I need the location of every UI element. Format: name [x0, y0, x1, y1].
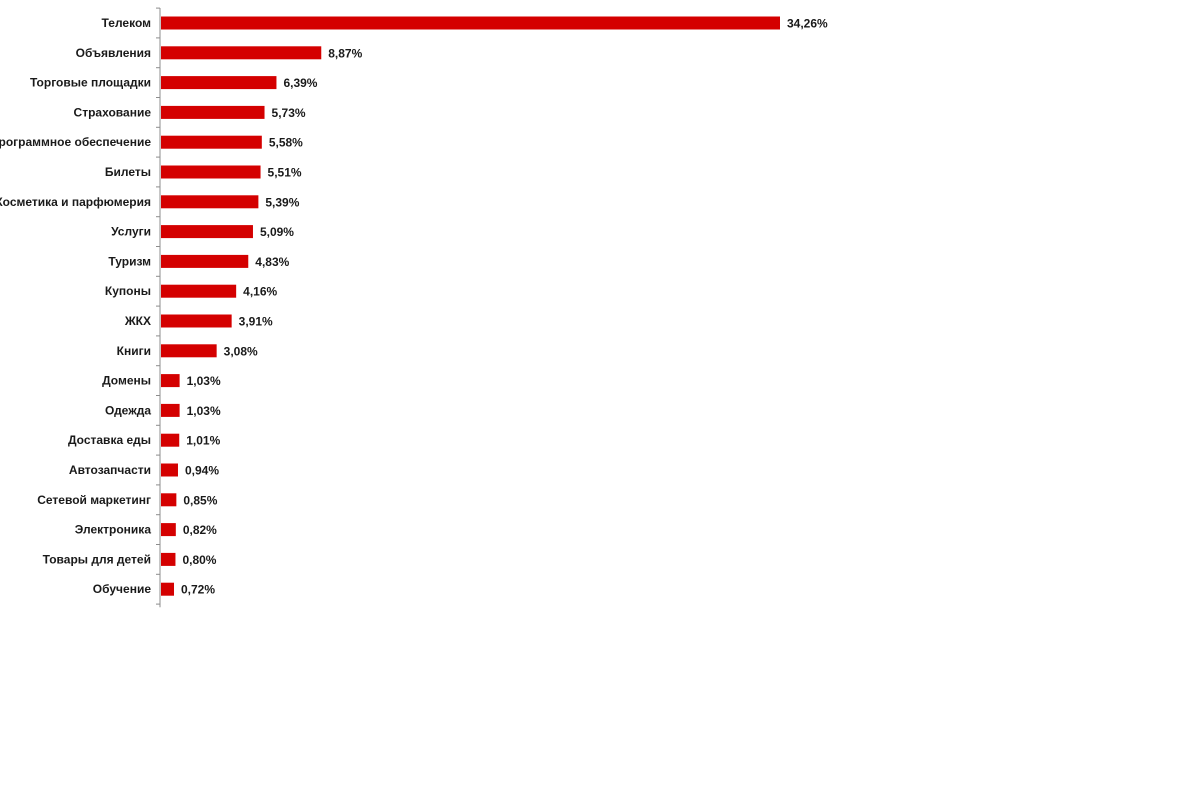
bar [161, 582, 175, 596]
bar [161, 165, 261, 179]
bar [161, 76, 277, 90]
bar [161, 135, 262, 149]
bar [161, 46, 322, 60]
value-label: 8,87% [328, 46, 362, 60]
category-label: ЖКХ [124, 314, 151, 328]
value-label: 5,73% [272, 106, 306, 120]
category-label: Товары для детей [43, 552, 151, 566]
bar [161, 403, 180, 417]
category-label: Сетевой маркетинг [37, 493, 151, 507]
category-label: Купоны [105, 284, 151, 298]
category-label: Торговые площадки [30, 76, 151, 90]
value-label: 6,39% [283, 76, 317, 90]
value-label: 0,82% [183, 523, 217, 537]
category-label: Телеком [102, 16, 152, 30]
value-label: 1,03% [187, 404, 221, 418]
bar [161, 433, 180, 447]
category-label: Объявления [76, 46, 151, 60]
value-label: 0,80% [182, 553, 216, 567]
value-label: 1,03% [187, 374, 221, 388]
category-label: Услуги [111, 225, 151, 239]
bar [161, 552, 176, 566]
value-label: 5,39% [265, 195, 299, 209]
value-label: 3,08% [224, 344, 258, 358]
bar [161, 314, 232, 328]
bar [161, 16, 780, 30]
value-label: 5,51% [268, 166, 302, 180]
category-label: Обучение [93, 582, 152, 596]
category-label: Электроника [75, 523, 152, 537]
category-label: Одежда [105, 403, 151, 417]
category-label: Домены [102, 374, 151, 388]
bar [161, 463, 178, 477]
value-label: 1,01% [186, 434, 220, 448]
category-label: Программное обеспечение [0, 135, 151, 149]
bar [161, 195, 259, 209]
value-label: 0,85% [183, 493, 217, 507]
bar [161, 493, 177, 507]
category-label: Доставка еды [68, 433, 151, 447]
category-label: Билеты [105, 165, 151, 179]
value-label: 5,09% [260, 225, 294, 239]
value-label: 4,16% [243, 285, 277, 299]
value-label: 0,94% [185, 464, 219, 478]
category-label: Косметика и парфюмерия [0, 195, 151, 209]
value-label: 0,72% [181, 583, 215, 597]
bar [161, 105, 265, 119]
category-label: Страхование [74, 105, 152, 119]
value-label: 4,83% [255, 255, 289, 269]
value-label: 34,26% [787, 17, 828, 31]
category-label: Туризм [108, 254, 151, 268]
value-label: 3,91% [239, 315, 273, 329]
bar [161, 254, 249, 268]
category-label: Книги [117, 344, 151, 358]
bar [161, 523, 176, 537]
bar [161, 374, 180, 388]
bar [161, 225, 253, 239]
category-label: Автозапчасти [69, 463, 151, 477]
bar [161, 284, 237, 298]
value-label: 5,58% [269, 136, 303, 150]
bar [161, 344, 217, 358]
